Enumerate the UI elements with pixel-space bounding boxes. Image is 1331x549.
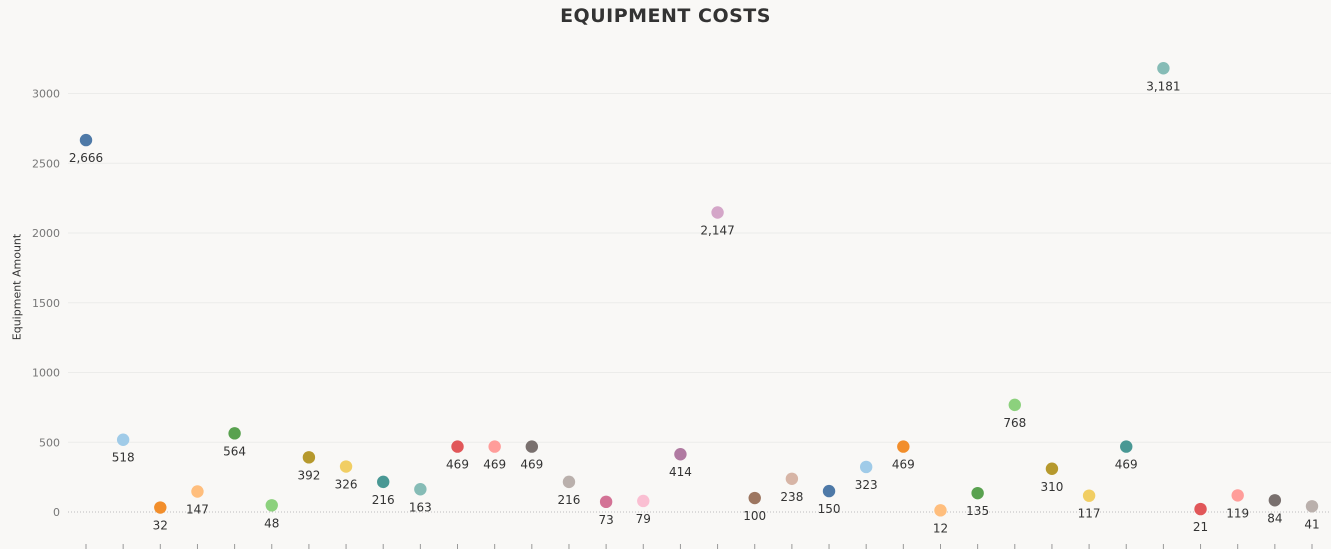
data-label: 2,147 [700,223,734,237]
data-label: 469 [892,458,915,472]
y-tick-label: 3000 [32,88,60,101]
data-label: 310 [1040,480,1063,494]
data-point[interactable] [1268,494,1282,507]
data-point[interactable] [1157,62,1170,75]
y-tick-label: 500 [39,436,60,449]
data-point[interactable] [934,504,947,517]
data-label: 414 [669,465,692,479]
data-point[interactable] [154,501,167,514]
data-label: 326 [335,478,358,492]
data-point[interactable] [897,440,910,453]
data-point[interactable] [637,494,650,508]
y-tick-label: 1000 [32,367,60,380]
data-point[interactable] [116,433,130,446]
data-point[interactable] [1120,440,1133,453]
data-point[interactable] [265,499,278,512]
data-label: 2,666 [69,151,103,165]
data-point[interactable] [562,475,576,489]
data-point[interactable] [377,475,390,489]
data-point[interactable] [1194,502,1207,516]
chart-title: EQUIPMENT COSTS [560,5,771,27]
data-label: 469 [446,458,469,472]
data-point[interactable] [525,440,539,453]
data-point[interactable] [414,483,427,496]
data-label: 323 [855,478,878,492]
data-point[interactable] [822,484,836,498]
data-label: 150 [818,502,841,516]
y-tick-label: 1500 [32,297,60,310]
data-label: 564 [223,444,246,458]
data-point[interactable] [79,133,93,147]
data-label: 163 [409,500,432,514]
y-tick-label: 0 [53,506,60,519]
data-point[interactable] [785,472,799,485]
data-label: 216 [372,493,395,507]
data-point[interactable] [339,460,353,473]
data-label: 41 [1304,517,1319,531]
data-label: 216 [558,493,581,507]
data-point[interactable] [711,206,724,219]
data-label: 135 [966,504,989,518]
data-point[interactable] [228,427,241,440]
data-point[interactable] [191,485,204,498]
data-point[interactable] [488,440,501,453]
data-label: 469 [483,458,506,472]
data-label: 119 [1226,506,1249,520]
y-tick-label: 2000 [32,227,60,240]
data-point[interactable] [1008,398,1021,412]
data-point[interactable] [599,495,613,509]
data-label: 48 [264,516,279,530]
data-point[interactable] [971,486,984,500]
data-point[interactable] [1082,489,1096,502]
data-point[interactable] [451,440,464,453]
data-point[interactable] [859,460,873,474]
data-point[interactable] [302,451,316,464]
data-point[interactable] [1305,500,1319,513]
y-tick-label: 2500 [32,157,60,170]
data-point[interactable] [1231,489,1244,502]
data-label: 469 [520,458,543,472]
data-point[interactable] [1045,462,1059,475]
data-label: 3,181 [1146,79,1180,93]
data-label: 12 [933,521,948,535]
data-label: 32 [153,519,168,533]
data-label: 84 [1267,511,1282,525]
data-label: 100 [743,509,766,523]
data-label: 768 [1003,416,1026,430]
data-label: 469 [1115,458,1138,472]
data-label: 73 [598,513,613,527]
data-point[interactable] [674,448,687,461]
data-label: 117 [1078,507,1101,521]
data-label: 518 [112,451,135,465]
data-label: 238 [780,490,803,504]
data-point[interactable] [748,491,761,505]
data-label: 147 [186,502,209,516]
data-label: 79 [636,512,651,526]
data-label: 21 [1193,520,1208,534]
data-label: 392 [297,468,320,482]
